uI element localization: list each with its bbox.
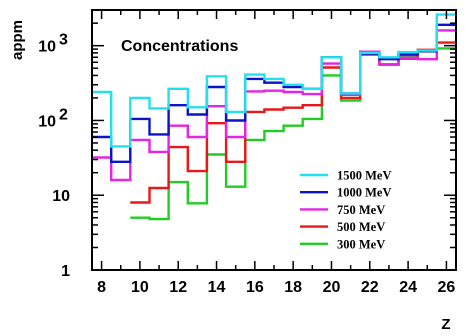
legend-label-300-mev: 300 MeV (337, 237, 385, 251)
series-line-1500-mev (92, 13, 455, 148)
x-tick-label: 14 (208, 279, 226, 296)
y-tick-exponent: 2 (59, 106, 68, 123)
y-tick-label: 10 (52, 188, 70, 205)
x-tick-label: 18 (284, 279, 302, 296)
legend-label-1000-mev: 1000 MeV (337, 186, 392, 200)
y-tick-exponent: 3 (59, 32, 68, 49)
x-tick-label: 26 (438, 279, 456, 296)
legend: 1500 MeV 1000 MeV 750 MeV 500 MeV 300 MeV (300, 169, 392, 251)
x-tick-label: 8 (97, 279, 106, 296)
series-line-1000-mev (92, 23, 455, 163)
series-layer (92, 13, 455, 221)
series-line-300-mev (130, 47, 455, 221)
x-tick-label: 20 (323, 279, 341, 296)
legend-label-750-mev: 750 MeV (337, 203, 385, 217)
legend-label-500-mev: 500 MeV (337, 220, 385, 234)
series-line-750-mev (92, 29, 455, 182)
chart-annotation: Concentrations (121, 38, 238, 55)
x-tick-label: 10 (131, 279, 149, 296)
x-tick-label: 12 (169, 279, 187, 296)
y-tick-label: 10 (38, 39, 56, 56)
legend-label-1500-mev: 1500 MeV (337, 169, 392, 183)
y-tick-label: 10 (38, 113, 56, 130)
series-line-500-mev (130, 41, 455, 204)
x-tick-label: 22 (361, 279, 379, 296)
y-axis-title: appm (9, 20, 26, 60)
ticks-layer (92, 9, 456, 271)
x-tick-label: 16 (246, 279, 264, 296)
y-tick-label: 1 (61, 263, 70, 280)
x-axis-title: Z (441, 316, 450, 333)
x-tick-label: 24 (399, 279, 417, 296)
